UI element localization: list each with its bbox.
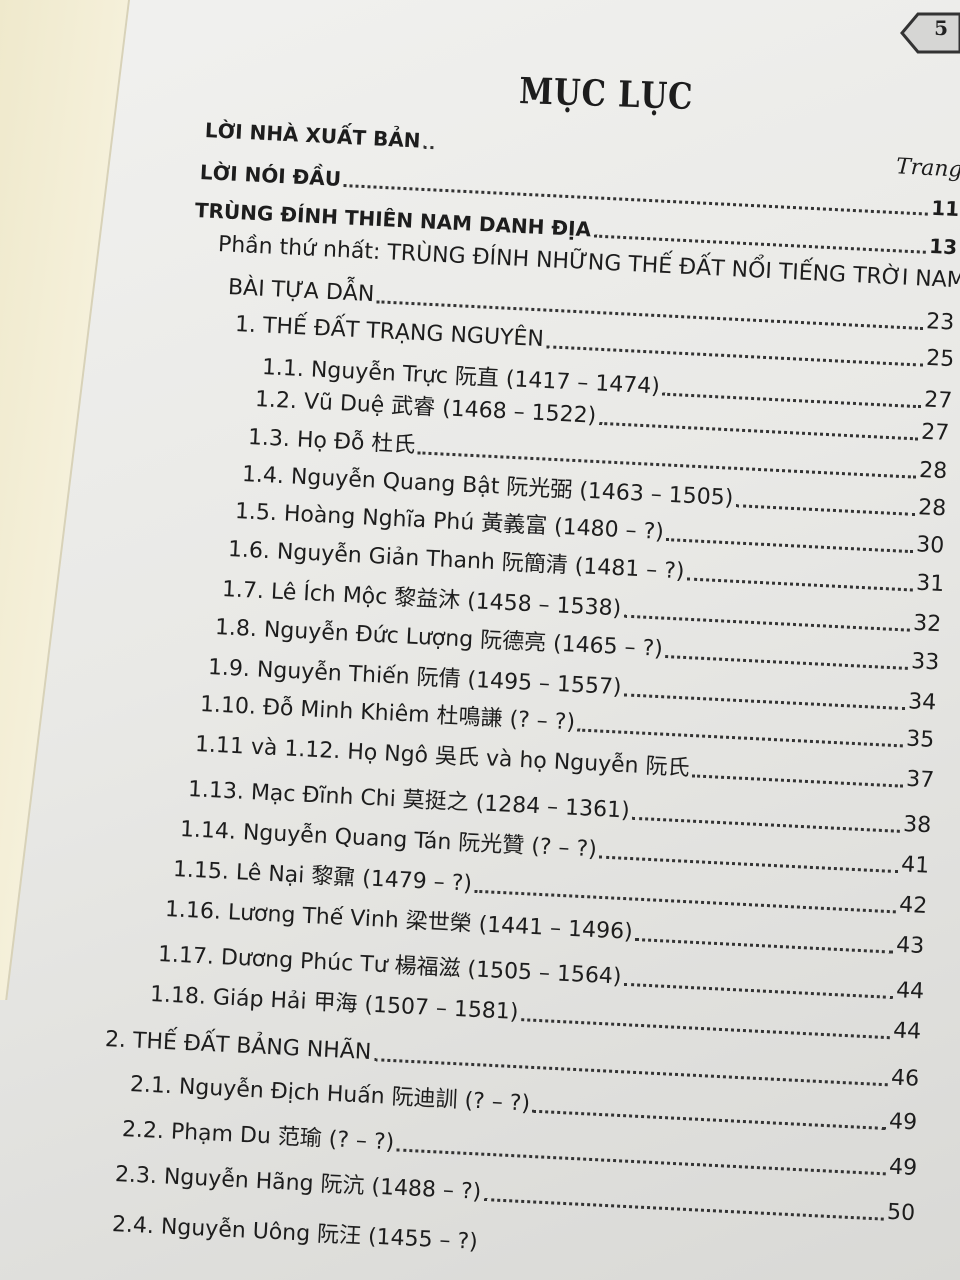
entry-page: 33 bbox=[910, 649, 940, 676]
entry-page: 41 bbox=[900, 852, 930, 879]
entry-title: 1.3. Họ Đỗ 杜氏 bbox=[247, 425, 416, 459]
entry-page: 44 bbox=[895, 978, 925, 1005]
dot-leader bbox=[687, 577, 913, 592]
dot-leader bbox=[532, 1109, 886, 1130]
entry-page: 11 bbox=[930, 195, 960, 222]
dot-leader bbox=[665, 655, 908, 670]
entry-title: 1.18. Giáp Hải 甲海 (1507 – 1581) bbox=[149, 982, 520, 1026]
entry-page: 34 bbox=[907, 689, 937, 716]
entry-page: 25 bbox=[925, 345, 955, 373]
toc-title: MỤC LỤC bbox=[518, 70, 694, 119]
dot-leader bbox=[632, 816, 900, 833]
entry-page: 28 bbox=[918, 457, 948, 485]
entry-page: 23 bbox=[925, 309, 955, 336]
dot-leader bbox=[692, 774, 903, 788]
entry-page: 27 bbox=[923, 387, 953, 414]
dot-leader bbox=[546, 345, 923, 367]
dot-leader bbox=[396, 1148, 886, 1176]
dot-leader bbox=[423, 145, 434, 150]
toc-entry: LỜI NHÀ XUẤT BẢN bbox=[204, 115, 434, 156]
entry-title: 2.2. Phạm Du 范瑜 (? – ?) bbox=[121, 1117, 395, 1156]
tab-shape bbox=[900, 12, 960, 54]
entry-title: 1.15. Lê Nại 黎鼐 (1479 – ?) bbox=[172, 857, 473, 897]
entry-page: 32 bbox=[912, 610, 942, 638]
entry-page: 30 bbox=[915, 532, 945, 559]
dot-leader bbox=[474, 889, 896, 914]
entry-title: LỜI NHÀ XUẤT BẢN bbox=[204, 118, 422, 153]
entry-page: 31 bbox=[915, 570, 945, 598]
entry-title: 2. THẾ ĐẤT BẢNG NHÃN bbox=[104, 1027, 372, 1066]
entry-page: 46 bbox=[890, 1065, 920, 1092]
entry-page: 37 bbox=[905, 766, 935, 794]
dot-leader bbox=[635, 938, 893, 954]
entry-title: 2.1. Nguyễn Địch Huấn 阮迪訓 (? – ?) bbox=[129, 1072, 531, 1117]
entry-page: 49 bbox=[888, 1154, 918, 1181]
entry-page: 43 bbox=[895, 932, 925, 960]
page-column-label: Trang bbox=[895, 154, 960, 183]
facing-page bbox=[0, 0, 130, 1000]
entry-title: LỜI NÓI ĐẦU bbox=[199, 160, 342, 191]
entry-title: 2.3. Nguyễn Hãng 阮沆 (1488 – ?) bbox=[114, 1162, 482, 1205]
dot-leader bbox=[666, 538, 913, 554]
entry-page: 38 bbox=[902, 811, 932, 839]
dot-leader bbox=[483, 1198, 884, 1221]
entry-title: 2.4. Nguyễn Uông 阮汪 (1455 – ?) bbox=[111, 1212, 479, 1255]
entry-page: 28 bbox=[917, 495, 947, 522]
dot-leader bbox=[623, 614, 910, 632]
dot-leader bbox=[599, 855, 898, 874]
dot-leader bbox=[624, 693, 905, 711]
dot-leader bbox=[598, 421, 918, 441]
entry-page: 44 bbox=[892, 1018, 922, 1045]
dot-leader bbox=[624, 982, 893, 999]
entry-title: 1. THẾ ĐẤT TRẠNG NGUYÊN bbox=[234, 312, 545, 353]
entry-page: 13 bbox=[928, 233, 958, 260]
page-tab bbox=[900, 12, 960, 54]
dot-leader bbox=[577, 728, 903, 748]
entry-page: 42 bbox=[898, 892, 928, 919]
page-number: 5 bbox=[934, 16, 948, 40]
dot-leader bbox=[373, 1058, 888, 1087]
dot-leader bbox=[520, 1018, 890, 1040]
entry-title: BÀI TỰA DẪN bbox=[227, 275, 375, 308]
entry-page: 49 bbox=[888, 1109, 918, 1136]
entry-page: 27 bbox=[920, 419, 950, 446]
dot-leader bbox=[735, 504, 915, 516]
entry-page: 35 bbox=[905, 726, 935, 753]
entry-page: 50 bbox=[886, 1199, 916, 1227]
